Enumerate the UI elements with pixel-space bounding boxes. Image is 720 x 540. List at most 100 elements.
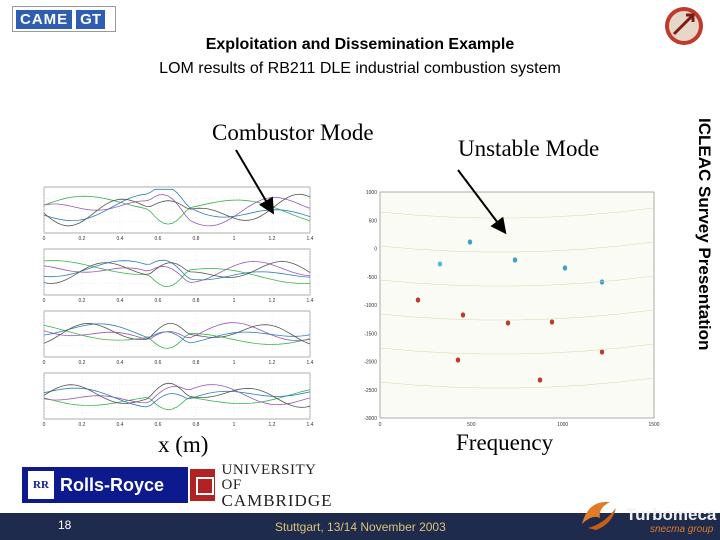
x-tick-label: 0.6 [155,236,162,242]
series-line [43,322,311,341]
x-tick-label: 500 [467,422,476,428]
contour-core [415,297,421,303]
slide-subtitle: LOM results of RB211 DLE industrial comb… [159,60,561,77]
contour-core [599,279,605,285]
x-tick-label: 0 [379,422,382,428]
x-tick-label: 1 [233,298,236,304]
series-line [43,261,311,283]
contour-band [379,275,655,287]
x-tick-label: 0.4 [117,422,124,428]
unstable-mode-label: Unstable Mode [458,136,600,161]
contour-band [379,309,655,321]
footer-text: Stuttgart, 13/14 November 2003 [275,520,446,534]
x-axis-label: x (m) [158,432,209,457]
series-line [43,389,311,411]
series-line [43,323,311,344]
y-tick-label: -1000 [364,303,377,309]
contour-band [379,207,655,219]
x-tick-label: 1 [233,422,236,428]
y-tick-label: 1000 [366,190,377,196]
rolls-royce-badge-icon: RR [28,471,54,499]
contour-core [599,349,605,355]
x-tick-label: 1.4 [307,236,314,242]
x-tick-label: 0.6 [155,298,162,304]
x-tick-label: 1.2 [269,298,276,304]
x-tick-label: 1.2 [269,422,276,428]
turbomeca-name: Turbomeca [626,505,717,524]
x-tick-label: 1 [233,236,236,242]
logo-came-text: CAME [16,9,73,29]
x-tick-label: 1000 [557,422,568,428]
x-tick-label: 1500 [648,422,659,428]
cambridge-line2: CAMBRIDGE [221,490,333,510]
x-tick-label: 0.2 [79,298,86,304]
side-title-text: ICLEAC Survey Presentation [695,118,714,351]
x-tick-label: 0 [43,236,46,242]
contour-core [437,261,443,267]
x-tick-label: 0 [43,360,46,366]
turbomeca-swirl-icon [582,501,616,530]
contour-core [460,312,466,318]
cambridge-logo: UNIVERSITY OF CAMBRIDGE [190,461,338,509]
side-title: ICLEAC Survey Presentation [692,118,716,408]
rolls-royce-text: Rolls-Royce [60,474,165,495]
frequency-label: Frequency [456,430,554,455]
x-tick-label: 0.2 [79,360,86,366]
x-tick-label: 0.4 [117,298,124,304]
x-tick-label: 1.2 [269,236,276,242]
series-line [43,259,311,281]
turbomeca-subtitle: snecma group [650,524,714,535]
contour-band [379,241,655,253]
series-line [43,260,311,288]
emblem-logo-icon [665,7,703,45]
x-tick-label: 1.4 [307,360,314,366]
contour-core [562,265,568,271]
series-line [43,261,311,284]
y-tick-label: 0 [374,247,377,253]
y-tick-label: 500 [369,218,378,224]
x-tick-label: 0 [43,298,46,304]
x-tick-label: 0.4 [117,360,124,366]
cambridge-crest-icon [190,469,216,501]
y-tick-label: -2000 [364,360,377,366]
x-tick-label: 0.8 [193,360,200,366]
x-tick-label: 0 [43,422,46,428]
contour-band [379,343,655,355]
y-tick-label: -2500 [364,388,377,394]
rolls-royce-logo: RR Rolls-Royce [22,467,188,503]
x-tick-label: 1 [233,360,236,366]
contour-core [549,319,555,325]
came-gt-logo: CAME GT [12,6,116,32]
x-tick-label: 1.4 [307,422,314,428]
x-tick-label: 0.2 [79,236,86,242]
y-tick-label: -500 [367,275,377,281]
y-tick-label: -3000 [364,416,377,422]
combustor-mode-label: Combustor Mode [212,120,374,145]
x-tick-label: 0.6 [155,360,162,366]
x-tick-label: 1.4 [307,298,314,304]
contour-core [505,320,511,326]
cambridge-line1: UNIVERSITY OF [221,461,316,493]
combustor-mode-plots: 0 0.2 0.4 0.6 0.8 1 1.2 1.4 0 0.2 0.4 0.6 0.8 1 1.2 1.4… [24,183,340,428]
x-tick-label: 0.8 [193,236,200,242]
series-line [43,325,311,349]
x-tick-label: 0.2 [79,422,86,428]
contour-core [455,357,461,363]
contour-band [379,377,655,389]
slide-title: Exploitation and Dissemination Example [205,36,515,53]
x-tick-label: 0.6 [155,422,162,428]
contour-core [467,239,473,245]
series-line [43,382,311,408]
x-tick-label: 0.4 [117,236,124,242]
contour-core [512,257,518,263]
series-line [43,322,311,345]
x-tick-label: 0.8 [193,422,200,428]
page-number: 18 [58,518,72,532]
y-tick-label: -1500 [364,331,377,337]
contour-frame [379,191,655,419]
logo-gt-text: GT [76,9,106,29]
x-tick-label: 0.8 [193,298,200,304]
x-tick-label: 1.2 [269,360,276,366]
contour-core [537,377,543,383]
